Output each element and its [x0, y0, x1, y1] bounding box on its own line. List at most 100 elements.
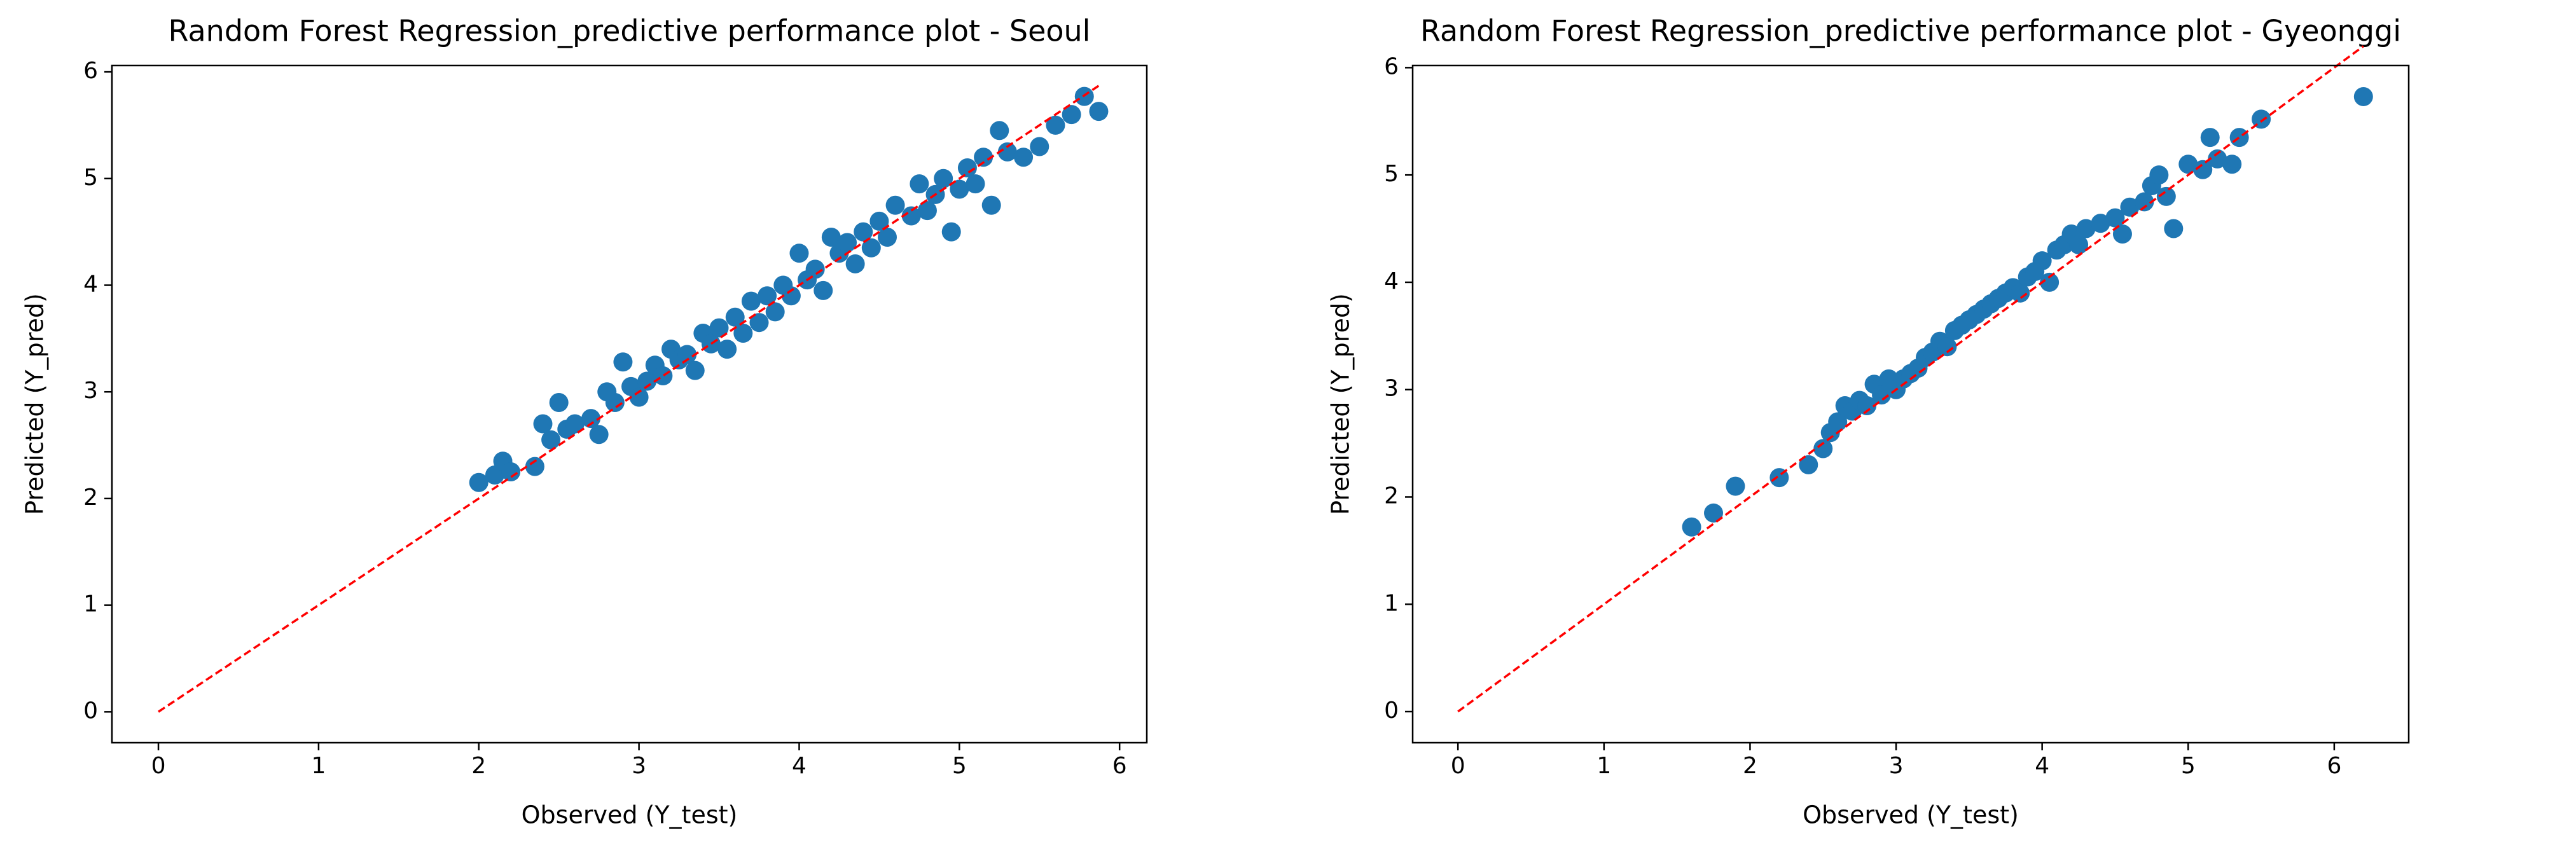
point: [629, 387, 649, 407]
point: [2091, 214, 2110, 233]
point: [1089, 102, 1109, 121]
point: [1799, 455, 1818, 474]
point: [941, 222, 961, 242]
point: [1872, 385, 1892, 405]
point: [934, 169, 953, 188]
point: [2032, 251, 2052, 271]
point: [2164, 219, 2184, 238]
point: [565, 414, 585, 434]
chart-title: Random Forest Regression_predictive perf…: [1420, 14, 2401, 48]
point: [2200, 128, 2220, 148]
point: [725, 307, 745, 327]
x-axis-label: Observed (Y_test): [522, 801, 738, 829]
point: [974, 148, 994, 167]
point: [501, 462, 521, 481]
point: [1857, 396, 1877, 416]
point: [854, 222, 873, 242]
point: [869, 211, 889, 231]
x-tick-label: 0: [1451, 753, 1465, 779]
point: [758, 286, 777, 306]
point: [2222, 155, 2242, 174]
y-tick-label: 5: [1384, 161, 1399, 187]
reference-line: [158, 85, 1100, 713]
x-axis-label: Observed (Y_test): [1803, 801, 2019, 829]
point: [549, 392, 569, 412]
x-tick-label: 3: [1889, 753, 1904, 779]
point: [2229, 128, 2249, 148]
point: [589, 425, 609, 444]
x-tick-label: 5: [952, 753, 967, 779]
point: [717, 340, 737, 359]
point: [741, 291, 761, 311]
point: [2069, 235, 2089, 254]
y-axis-label: Predicted (Y_pred): [1327, 293, 1355, 515]
point: [885, 195, 905, 215]
point: [1704, 503, 1724, 523]
x-tick-label: 1: [311, 753, 326, 779]
point: [2112, 224, 2132, 244]
point: [981, 195, 1001, 215]
point: [533, 414, 553, 434]
point: [685, 361, 705, 380]
point: [2076, 219, 2096, 238]
point: [2149, 165, 2169, 185]
point: [877, 228, 897, 247]
y-axis-label: Predicted (Y_pred): [21, 293, 49, 515]
point: [637, 371, 657, 391]
x-tick-label: 2: [471, 753, 486, 779]
point: [677, 345, 697, 364]
y-tick-label: 6: [83, 58, 98, 84]
plot-frame: [1411, 64, 2410, 744]
point: [997, 142, 1017, 162]
point: [789, 244, 809, 263]
point: [990, 121, 1009, 141]
point: [910, 174, 929, 194]
y-tick-label: 1: [1384, 590, 1399, 616]
chart-title: Random Forest Regression_predictive perf…: [169, 14, 1091, 48]
x-tick-label: 6: [2327, 753, 2341, 779]
y-tick-label: 1: [83, 591, 98, 617]
y-tick-label: 3: [83, 378, 98, 404]
point: [1828, 412, 1848, 432]
point: [1726, 476, 1745, 496]
reference-line: [1457, 45, 2364, 713]
point: [1046, 115, 1065, 135]
point: [1030, 137, 1049, 156]
chart: Random Forest Regression_predictive perf…: [21, 14, 1148, 829]
point: [1014, 148, 1034, 167]
point: [838, 233, 857, 252]
point: [2178, 155, 2198, 174]
point: [2208, 149, 2227, 169]
point: [2040, 272, 2060, 292]
point: [845, 254, 865, 273]
y-tick-label: 0: [83, 698, 98, 724]
point: [581, 409, 601, 429]
point: [469, 472, 488, 492]
point: [613, 352, 633, 372]
point: [605, 392, 625, 412]
point: [749, 313, 769, 333]
point: [525, 457, 544, 476]
x-tick-label: 2: [1743, 753, 1757, 779]
point: [2193, 160, 2213, 179]
point: [765, 302, 785, 322]
point: [701, 334, 721, 354]
point: [653, 366, 673, 386]
y-tick-label: 3: [1384, 376, 1399, 402]
x-tick-label: 0: [151, 753, 166, 779]
point: [805, 259, 825, 279]
point: [781, 286, 801, 306]
point: [2353, 86, 2373, 106]
point: [1937, 337, 1957, 357]
point: [709, 318, 729, 338]
x-tick-label: 3: [632, 753, 646, 779]
point: [821, 228, 841, 247]
x-tick-label: 4: [2035, 753, 2049, 779]
x-tick-label: 6: [1112, 753, 1127, 779]
point: [2120, 197, 2140, 217]
point: [2135, 192, 2154, 212]
point: [485, 465, 504, 485]
x-tick-label: 4: [792, 753, 807, 779]
